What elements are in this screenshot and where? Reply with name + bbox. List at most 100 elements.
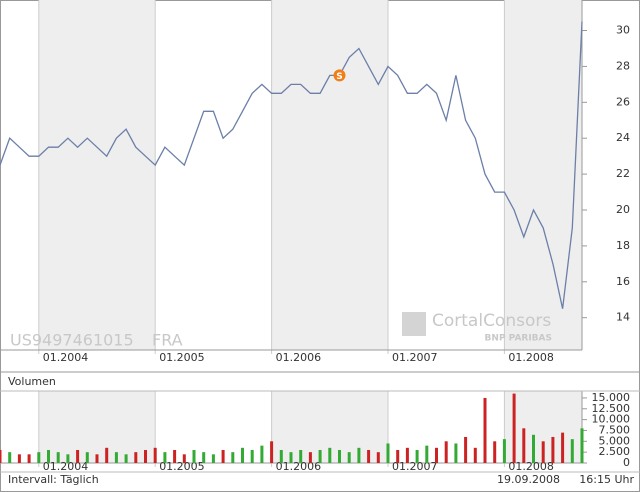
volume-bar	[163, 452, 167, 463]
y-tick-label: 14	[616, 311, 630, 324]
volume-bar	[415, 449, 419, 463]
volume-bar	[357, 447, 361, 463]
volume-bar	[144, 449, 147, 463]
y-tick-label: 26	[616, 95, 630, 108]
volume-bar	[454, 443, 458, 463]
volume-bar	[153, 447, 157, 463]
volume-bar	[502, 439, 506, 463]
annotation-marker	[333, 69, 346, 82]
x-tick-label: 01.2006	[276, 351, 322, 364]
y-tick-label: 28	[616, 59, 630, 72]
volume-bar	[231, 452, 235, 463]
x-tick-label: 01.2005	[159, 351, 205, 364]
volume-title: Volumen	[8, 375, 56, 388]
volume-bar	[270, 441, 274, 463]
volume-bar	[338, 449, 341, 463]
volume-bar	[27, 454, 31, 463]
watermark: CortalConsors	[432, 311, 551, 331]
volume-bar	[551, 436, 555, 463]
volume-bar	[532, 434, 535, 463]
x-tick-label: 01.2004	[43, 351, 89, 364]
y-tick-label: 15.000	[592, 391, 631, 404]
y-tick-label: 2.500	[599, 445, 631, 458]
volume-bar	[580, 428, 584, 463]
year-band	[271, 0, 388, 350]
volume-bar	[173, 449, 177, 463]
volume-bar	[0, 449, 2, 463]
date: 19.09.2008	[497, 473, 560, 486]
x-tick-label: 01.2008	[508, 351, 554, 364]
volume-bar	[435, 447, 438, 463]
volume-bar	[561, 432, 565, 463]
x-tick-label: 01.2008	[508, 460, 554, 473]
y-tick-label: 5.000	[599, 434, 631, 447]
volume-bar	[522, 428, 526, 463]
volume-bar	[570, 439, 574, 463]
y-tick-label: 12.500	[592, 402, 631, 415]
volume-bar	[328, 447, 332, 463]
volume-bar	[541, 441, 545, 463]
volume-bar	[37, 452, 41, 463]
x-tick-label: 01.2007	[392, 351, 438, 364]
volume-bar	[396, 449, 400, 463]
time: 16:15 Uhr	[579, 473, 634, 486]
volume-bar	[483, 397, 487, 463]
y-tick-label: 7.500	[599, 423, 631, 436]
interval: Intervall: Täglich	[8, 473, 99, 486]
panel	[0, 391, 583, 467]
volume-bar	[493, 441, 497, 463]
volume-bar	[182, 454, 186, 463]
volume-bar	[405, 447, 409, 463]
volume-bar	[347, 452, 351, 463]
y-tick-label: 24	[616, 131, 630, 144]
volume-bar	[124, 454, 128, 463]
volume-bar	[299, 449, 303, 463]
volume-bar	[260, 445, 264, 463]
volume-bar	[318, 449, 322, 463]
watermark-sub: BNP PARIBAS	[485, 334, 552, 344]
y-tick-label: 22	[616, 167, 630, 180]
year-band	[38, 391, 156, 463]
x-tick-label: 01.2005	[159, 460, 205, 473]
volume-bar	[211, 454, 215, 463]
volume-bar	[134, 452, 138, 463]
volume-bar	[76, 449, 80, 463]
volume-bar	[95, 454, 99, 463]
y-tick-label: 16	[616, 275, 630, 288]
watermark-logo	[402, 312, 426, 336]
volume-bar	[47, 449, 50, 463]
volume-bar	[279, 449, 283, 463]
volume-bar	[56, 452, 60, 463]
volume-bar	[512, 393, 516, 463]
volume-bar	[386, 443, 390, 463]
volume-bar	[8, 452, 12, 463]
volume-bar	[425, 445, 429, 463]
panel	[0, 0, 583, 354]
volume-bar	[202, 452, 206, 463]
volume-bar	[308, 452, 312, 463]
volume-bar	[367, 449, 371, 463]
volume-bar	[464, 436, 468, 463]
volume-bar	[473, 447, 477, 463]
y-tick-label: 18	[616, 239, 630, 252]
x-tick-label: 01.2004	[43, 460, 89, 473]
y-tick-label: 0	[623, 456, 630, 469]
annotation-label: S	[336, 72, 342, 82]
volume-bar	[250, 449, 254, 463]
volume-bar	[289, 452, 293, 463]
volume-bar	[105, 447, 109, 463]
volume-bar	[17, 454, 21, 463]
year-band	[38, 0, 156, 350]
exchange: FRA	[152, 331, 183, 350]
x-tick-label: 01.2006	[276, 460, 322, 473]
volume-bar	[241, 447, 244, 463]
price-line	[0, 21, 583, 309]
y-tick-label: 30	[616, 24, 630, 37]
year-band	[504, 0, 582, 350]
y-tick-label: 10.000	[592, 413, 631, 426]
symbol: US9497461015	[10, 331, 134, 350]
volume-bar	[114, 452, 118, 463]
volume-bar	[192, 449, 196, 463]
volume-bar	[85, 452, 89, 463]
